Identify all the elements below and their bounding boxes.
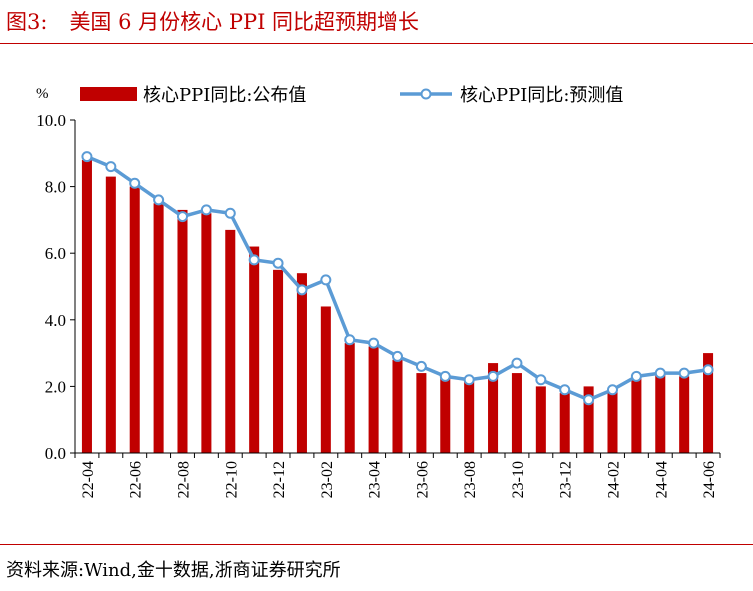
bar-23-12 [559, 393, 570, 453]
bar-24-06 [703, 353, 714, 453]
forecast-point-23-12 [559, 384, 571, 396]
source-note: 资料来源:Wind,金十数据,浙商证券研究所 [6, 560, 341, 581]
bar-22-10 [225, 229, 236, 453]
bar-22-08 [177, 209, 188, 453]
bar-23-01 [296, 273, 307, 453]
bar-22-07 [153, 203, 164, 453]
bar-22-05 [105, 176, 116, 454]
bar-24-01 [583, 386, 594, 453]
legend-line-marker [420, 88, 432, 100]
forecast-point-24-03 [630, 370, 642, 382]
forecast-point-23-06 [415, 360, 427, 372]
forecast-point-22-08 [177, 211, 188, 223]
bar-23-03 [344, 343, 355, 453]
forecast-point-23-04 [368, 337, 380, 349]
bar-22-11 [249, 246, 260, 453]
bottom-rule [0, 544, 753, 545]
top-rule [0, 43, 753, 44]
x-tick-label: 24-04 [653, 461, 670, 498]
forecast-point-24-01 [583, 394, 595, 406]
bar-23-07 [440, 376, 451, 453]
forecast-point-23-03 [344, 334, 356, 346]
forecast-point-22-05 [105, 161, 117, 173]
forecast-point-23-02 [320, 274, 332, 286]
bar-23-04 [368, 346, 379, 453]
forecast-point-22-07 [153, 194, 165, 206]
y-tick-label: 0.0 [45, 444, 66, 463]
forecast-point-23-08 [463, 374, 475, 386]
bar-23-05 [392, 359, 403, 453]
line-series [81, 151, 714, 406]
axes: 0.0 2.0 4.0 6.0 8.0 10.0 22-04 22-06 22-08 22-10 2… [36, 111, 721, 498]
y-tick-label: 4.0 [45, 311, 66, 330]
bar-22-09 [201, 213, 212, 453]
forecast-point-23-01 [296, 284, 308, 296]
y-tick-label: 6.0 [45, 244, 66, 263]
figure-title-text: 美国 6 月份核心 PPI 同比超预期增长 [69, 10, 420, 34]
bar-23-09 [488, 363, 499, 453]
x-tick-label: 23-12 [558, 461, 575, 498]
forecast-point-23-09 [487, 370, 499, 382]
bar-23-08 [464, 379, 475, 453]
x-tick-label: 24-06 [701, 461, 718, 498]
x-tick-label: 22-12 [271, 461, 288, 498]
bar-24-05 [679, 376, 690, 453]
bar-series [81, 159, 714, 454]
bar-23-10 [511, 373, 522, 453]
legend-line-label: 核心PPI同比:预测值 [460, 85, 623, 106]
y-tick-label: 2.0 [45, 377, 66, 396]
bar-23-11 [535, 386, 546, 453]
chart: 0.0 2.0 4.0 6.0 8.0 10.0 22-04 22-06 22-08 22-10 2… [36, 85, 721, 498]
forecast-point-24-04 [654, 367, 666, 379]
forecast-point-22-10 [224, 207, 236, 219]
forecast-point-23-05 [392, 350, 403, 362]
forecast-point-23-11 [535, 374, 547, 386]
x-tick-label: 24-02 [606, 461, 623, 498]
x-tick-label: 22-04 [80, 461, 97, 498]
x-tick-label: 22-10 [223, 461, 240, 498]
x-tick-label: 23-04 [367, 461, 384, 498]
forecast-point-22-11 [248, 254, 260, 266]
forecast-point-22-12 [272, 257, 284, 269]
bar-24-02 [607, 389, 618, 453]
figure-title: 图3: 美国 6 月份核心 PPI 同比超预期增长 [6, 6, 419, 36]
legend-bar-label: 核心PPI同比:公布值 [143, 85, 306, 106]
x-tick-label: 23-02 [319, 461, 336, 498]
bar-23-02 [320, 306, 331, 453]
bar-24-03 [631, 376, 642, 453]
forecast-point-24-02 [607, 384, 618, 396]
forecast-point-24-05 [678, 367, 690, 379]
bar-22-06 [129, 186, 140, 453]
forecast-point-23-10 [511, 357, 523, 369]
bar-22-04 [81, 159, 92, 453]
forecast-point-22-09 [200, 204, 212, 216]
x-tick-label: 22-08 [176, 461, 193, 498]
y-tick-label: 10.0 [36, 111, 66, 130]
x-tick-label: 23-06 [414, 461, 431, 498]
figure-number: 图3: [6, 10, 48, 34]
x-tick-label: 22-06 [128, 461, 145, 498]
y-tick-label: 8.0 [45, 178, 66, 197]
x-tick-label: 23-08 [462, 461, 479, 498]
bar-24-04 [655, 373, 666, 453]
legend: 核心PPI同比:公布值 核心PPI同比:预测值 [80, 85, 623, 106]
bar-23-06 [416, 373, 427, 453]
legend-bar-swatch [80, 87, 137, 101]
bar-22-12 [273, 269, 284, 453]
forecast-point-22-06 [129, 177, 141, 189]
x-tick-label: 23-10 [510, 461, 527, 498]
forecast-point-24-06 [702, 364, 714, 376]
forecast-point-22-04 [81, 151, 93, 163]
y-axis-unit: % [36, 86, 49, 102]
forecast-point-23-07 [439, 370, 451, 382]
